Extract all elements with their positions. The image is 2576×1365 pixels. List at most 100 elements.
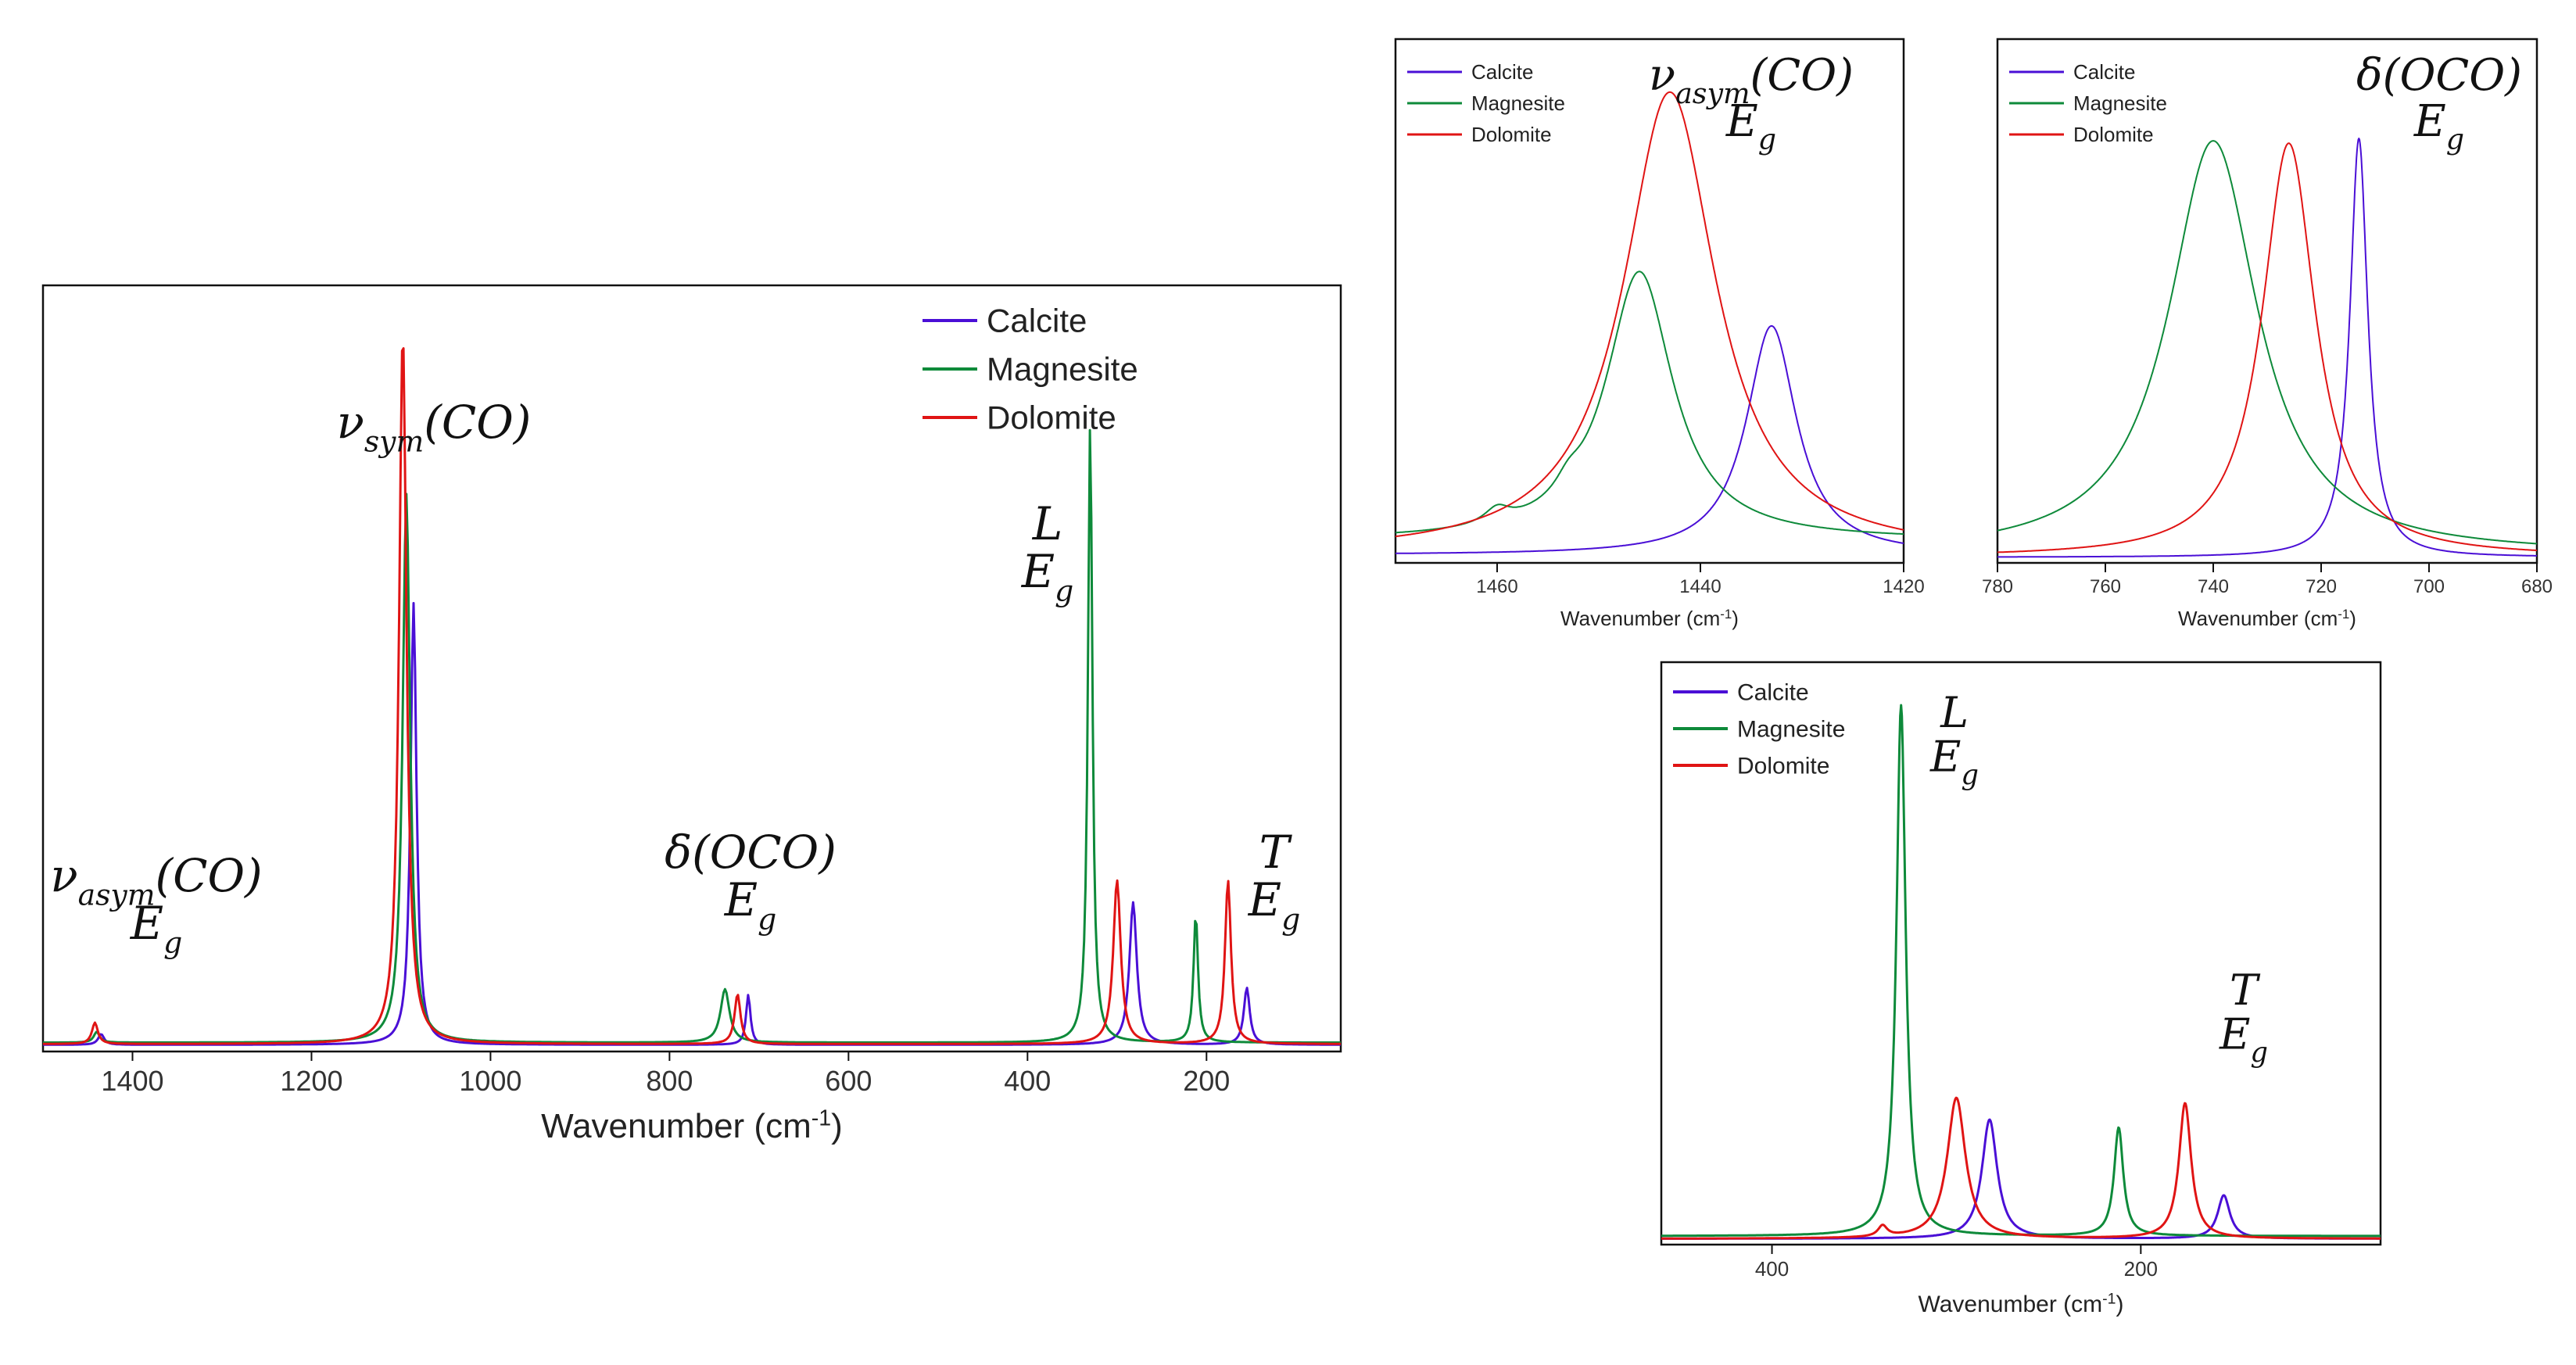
legend-entry: Dolomite — [987, 399, 1116, 436]
legend-entry: Dolomite — [2073, 123, 2154, 146]
series-line-calcite — [1997, 138, 2538, 558]
legend-entry: Calcite — [2073, 60, 2135, 84]
annotation-line2: E — [1929, 733, 1961, 782]
x-axis-label-text: Wavenumber (cm — [2178, 607, 2338, 630]
annotation-line2-sub: g — [2446, 123, 2464, 156]
annotation-sub: sym — [364, 424, 424, 458]
x-tick-label: 200 — [1183, 1065, 1230, 1097]
x-axis-label: Wavenumber (cm-1) — [1919, 1291, 2124, 1318]
legend-entry: Magnesite — [1471, 91, 1565, 115]
series-line-dolomite — [1395, 91, 1904, 538]
x-tick-label: 200 — [2124, 1257, 2158, 1281]
x-tick-label: 1440 — [1679, 576, 1721, 597]
annotation-base: T — [2230, 966, 2261, 1015]
annotation-base: δ(OCO) — [665, 826, 837, 879]
plot-frame — [1660, 661, 2382, 1246]
annotation-base: L — [1940, 688, 1969, 737]
annotation-line2-sub: g — [1758, 123, 1776, 156]
annotation-rest: (CO) — [424, 396, 531, 449]
x-axis-label-sup: -1 — [1720, 607, 1732, 622]
plot-frame — [41, 284, 1342, 1053]
x-tick-label: 700 — [2413, 576, 2445, 597]
series-line-calcite — [43, 602, 1341, 1046]
annotation-label: νsym(CO) — [337, 396, 532, 458]
legend-entry: Dolomite — [1737, 754, 1829, 779]
legend-entry: Calcite — [987, 303, 1087, 339]
annotation-label-line2: Eg — [1248, 873, 1300, 936]
annotation-line2: E — [1021, 545, 1055, 598]
annotation-base: T — [1259, 826, 1293, 879]
annotation-label: L — [1940, 688, 1969, 737]
chart-inset-asym: 1460 1440 1420 Wavenumber (cm-1) Calcite Magn… — [1394, 38, 1925, 630]
x-axis-label-sup: -1 — [2338, 607, 2349, 622]
annotation-line2: E — [130, 897, 163, 950]
annotation-label: νasym(CO) — [50, 849, 262, 912]
annotation-label-line2: Eg — [2413, 96, 2464, 156]
annotation-label-line2: Eg — [1725, 96, 1776, 156]
series-line-dolomite — [42, 347, 1341, 1045]
series-line-magnesite — [1395, 270, 1904, 536]
x-tick-label: 720 — [2306, 576, 2337, 597]
annotation-base: L — [1032, 497, 1063, 550]
annotation-label: δ(OCO) — [2356, 50, 2522, 101]
annotation-label-line2: Eg — [1929, 733, 1979, 791]
x-axis-label-end: ) — [1732, 607, 1739, 630]
legend-entry: Magnesite — [987, 351, 1138, 388]
plot-frame — [1394, 38, 1905, 564]
series-line-magnesite — [1661, 704, 2381, 1238]
x-tick-label: 400 — [1755, 1257, 1789, 1281]
annotation-line2: E — [2413, 96, 2446, 147]
x-tick-label: 800 — [646, 1065, 693, 1097]
annotation-base: ν — [50, 849, 77, 902]
annotation-label: T — [1259, 826, 1293, 879]
x-axis-label-end: ) — [2349, 607, 2356, 630]
annotation-sub: asym — [78, 877, 156, 912]
annotation-line2-sub: g — [1281, 901, 1300, 936]
x-tick-label: 760 — [2090, 576, 2121, 597]
annotation-rest: (CO) — [155, 849, 262, 902]
x-axis-label-text: Wavenumber (cm — [541, 1107, 811, 1145]
annotation-line2-sub: g — [1055, 573, 1073, 607]
annotation-rest: (CO) — [1750, 50, 1854, 101]
legend-entry: Calcite — [1737, 680, 1809, 706]
annotation-label: νasym(CO) — [1649, 50, 1854, 110]
annotation-label-line2: Eg — [2219, 1010, 2268, 1069]
annotation-label-line2: Eg — [130, 897, 182, 959]
x-tick-label: 1400 — [101, 1065, 163, 1097]
legend-entry: Dolomite — [1471, 123, 1552, 146]
annotation-label-line2: Eg — [724, 873, 776, 936]
legend-entry: Magnesite — [2073, 91, 2167, 115]
annotation-line2-sub: g — [2250, 1037, 2267, 1069]
x-axis-label-end: ) — [831, 1107, 843, 1145]
annotation-line2: E — [1248, 873, 1281, 926]
series-line-magnesite — [1997, 140, 2538, 545]
x-axis-label: Wavenumber (cm-1) — [2178, 607, 2356, 630]
annotation-label: T — [2230, 966, 2261, 1015]
annotation-line2: E — [2219, 1010, 2250, 1059]
x-axis-label: Wavenumber (cm-1) — [541, 1106, 843, 1145]
x-tick-label: 1420 — [1883, 576, 1924, 597]
series-line-dolomite — [1997, 142, 2538, 554]
annotation-label: δ(OCO) — [665, 826, 837, 879]
x-tick-label: 400 — [1004, 1065, 1051, 1097]
series-line-calcite — [1395, 324, 1904, 554]
x-tick-label: 1460 — [1476, 576, 1517, 597]
annotation-line2: E — [724, 873, 758, 926]
annotation-line2: E — [1725, 96, 1758, 147]
annotation-base: ν — [1649, 50, 1675, 101]
x-tick-label: 780 — [1982, 576, 2013, 597]
x-axis-label-end: ) — [2116, 1292, 2123, 1317]
annotation-base: ν — [337, 396, 364, 449]
chart-main: 1400 1200 1000 800 600 400 200 Wavenumber (cm-1… — [41, 284, 1342, 1145]
annotation-base: δ(OCO) — [2356, 50, 2522, 101]
annotation-line2-sub: g — [758, 901, 776, 936]
x-axis-label-sup: -1 — [2102, 1291, 2116, 1308]
series-line-magnesite — [43, 428, 1341, 1044]
x-tick-label: 1200 — [280, 1065, 342, 1097]
x-axis-label-sup: -1 — [811, 1106, 831, 1131]
series-line-calcite — [1661, 1118, 2381, 1240]
legend-entry: Calcite — [1471, 60, 1533, 84]
x-tick-label: 680 — [2521, 576, 2553, 597]
